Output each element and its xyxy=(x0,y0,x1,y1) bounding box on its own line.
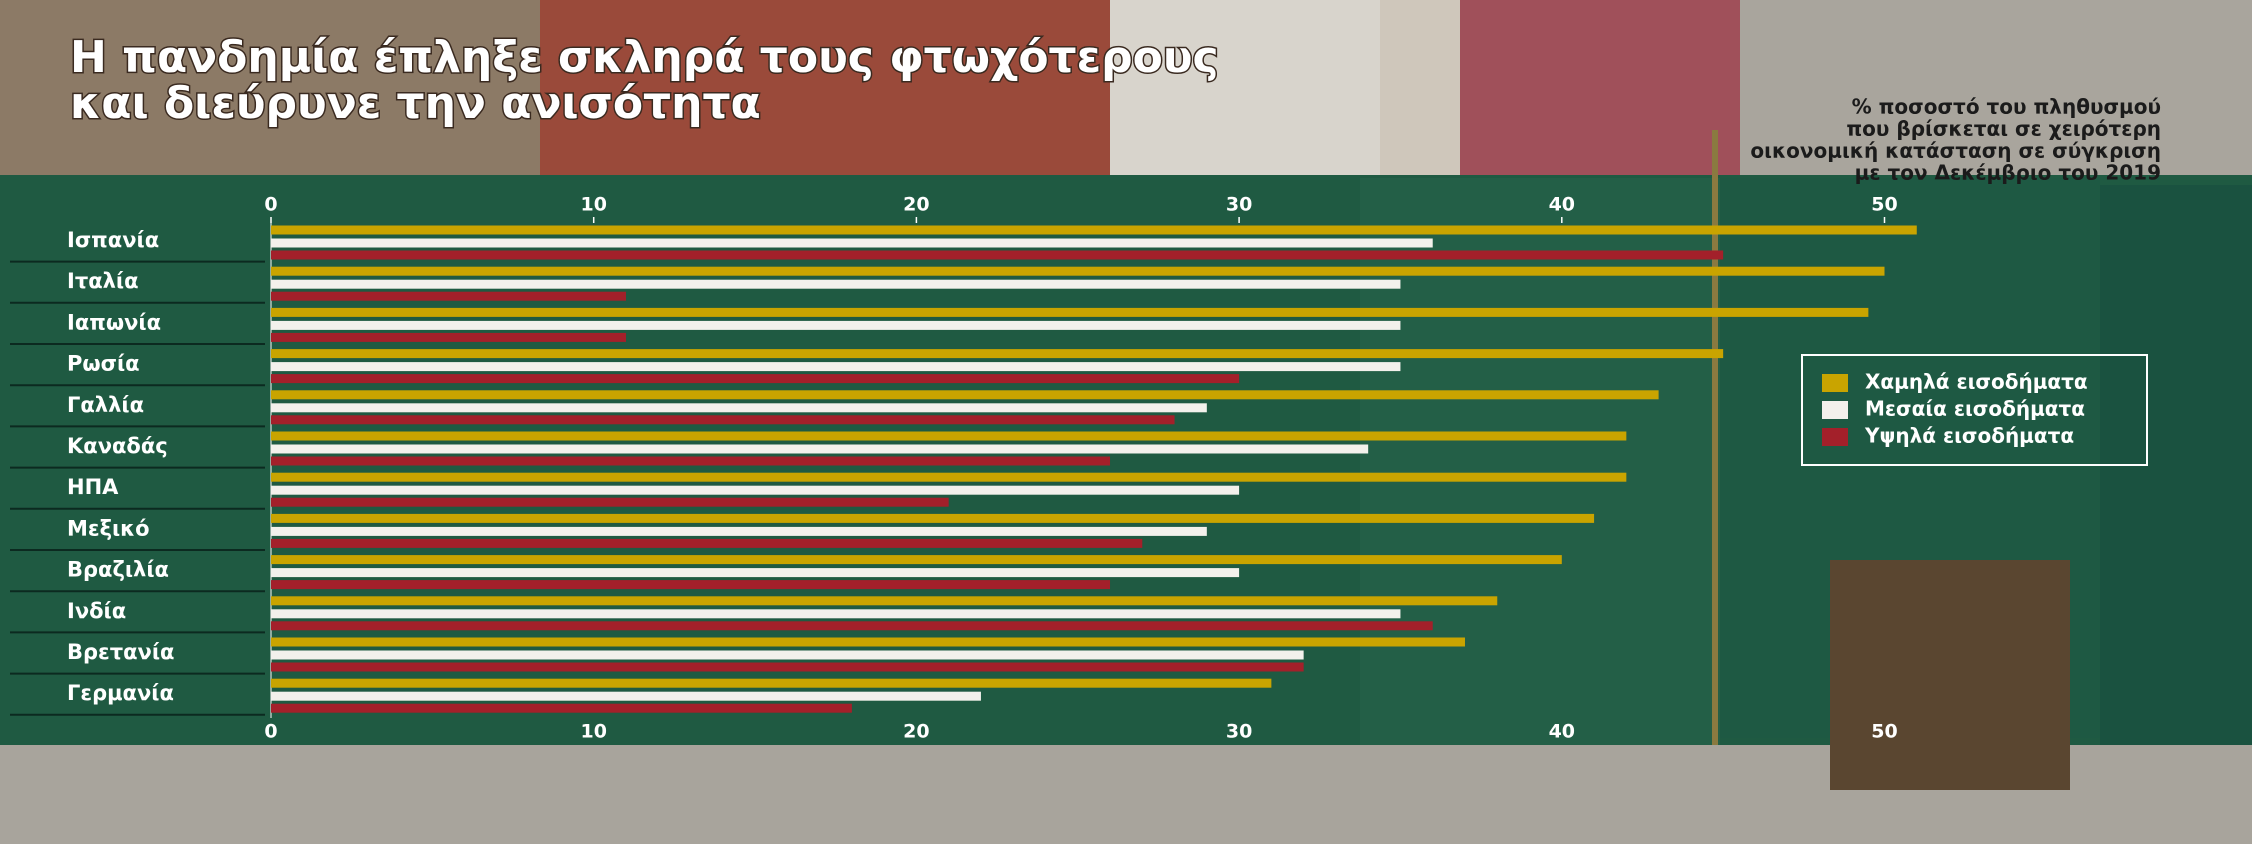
y-tick-label: Ινδία xyxy=(67,599,126,623)
bar xyxy=(271,663,1304,672)
y-tick-label: Γαλλία xyxy=(67,393,144,417)
bar xyxy=(271,638,1465,647)
bar xyxy=(271,498,949,507)
bar xyxy=(271,362,1400,371)
bar xyxy=(271,621,1433,630)
x-tick-label: 10 xyxy=(580,194,606,216)
x-tick-label: 30 xyxy=(1226,194,1252,216)
bar xyxy=(271,415,1175,424)
bar xyxy=(271,539,1142,548)
bar xyxy=(271,374,1239,383)
bar xyxy=(271,390,1659,399)
legend-label: Μεσαία εισοδήματα xyxy=(1865,397,2085,421)
y-tick-label: Ρωσία xyxy=(67,352,140,376)
bar xyxy=(271,486,1239,495)
bar xyxy=(271,555,1562,564)
bar xyxy=(271,568,1239,577)
subtitle-line: % ποσοστό του πληθυσμού xyxy=(1852,95,2161,119)
x-tick-label: 30 xyxy=(1226,721,1252,743)
bar xyxy=(271,292,626,301)
y-tick-label: Ισπανία xyxy=(67,228,159,252)
bar xyxy=(271,704,852,713)
chart-title: Η πανδημία έπληξε σκληρά τους φτωχότερου… xyxy=(70,32,1219,83)
bar xyxy=(271,527,1207,536)
legend-swatch xyxy=(1822,401,1848,419)
y-tick-label: Μεξικό xyxy=(67,516,150,540)
y-tick-label: Βραζιλία xyxy=(67,558,169,582)
bar xyxy=(271,445,1368,454)
bar xyxy=(271,308,1868,317)
bar xyxy=(271,267,1885,276)
x-tick-label: 0 xyxy=(264,194,277,216)
bar xyxy=(271,651,1304,660)
y-tick-label: Γερμανία xyxy=(67,681,174,705)
subtitle-line: με τον Δεκέμβριο του 2019 xyxy=(1855,161,2161,185)
x-tick-label: 20 xyxy=(903,721,929,743)
bar xyxy=(271,280,1400,289)
y-tick-label: Ιταλία xyxy=(67,269,139,293)
y-tick-label: ΗΠΑ xyxy=(67,475,119,499)
bar xyxy=(271,403,1207,412)
bar xyxy=(271,251,1723,260)
bar xyxy=(271,333,626,342)
bar xyxy=(271,692,981,701)
bar xyxy=(271,239,1433,248)
bar xyxy=(271,457,1110,466)
x-tick-label: 10 xyxy=(580,721,606,743)
infographic: Η πανδημία έπληξε σκληρά τους φτωχότερου… xyxy=(0,0,2252,844)
legend-label: Υψηλά εισοδήματα xyxy=(1864,424,2074,448)
bar xyxy=(271,432,1626,441)
bar xyxy=(271,226,1917,235)
y-tick-label: Βρετανία xyxy=(67,640,174,664)
subtitle-line: οικονομική κατάσταση σε σύγκριση xyxy=(1750,139,2161,163)
chart-title: και διεύρυνε την ανισότητα xyxy=(70,78,761,129)
bar xyxy=(271,321,1400,330)
bar xyxy=(271,514,1594,523)
bar xyxy=(271,679,1271,688)
x-tick-label: 0 xyxy=(264,721,277,743)
bar xyxy=(271,596,1497,605)
bar xyxy=(271,580,1110,589)
x-tick-label: 40 xyxy=(1549,721,1575,743)
x-tick-label: 50 xyxy=(1871,194,1897,216)
x-tick-label: 20 xyxy=(903,194,929,216)
y-tick-label: Καναδάς xyxy=(67,434,168,458)
legend-swatch xyxy=(1822,428,1848,446)
bar xyxy=(271,349,1723,358)
x-tick-label: 50 xyxy=(1871,721,1897,743)
x-tick-label: 40 xyxy=(1549,194,1575,216)
subtitle-line: που βρίσκεται σε χειρότερη xyxy=(1846,117,2161,141)
y-tick-label: Ιαπωνία xyxy=(67,310,161,334)
bar xyxy=(271,609,1400,618)
legend-swatch xyxy=(1822,374,1848,392)
legend-label: Χαμηλά εισοδήματα xyxy=(1865,370,2088,394)
bar xyxy=(271,473,1626,482)
